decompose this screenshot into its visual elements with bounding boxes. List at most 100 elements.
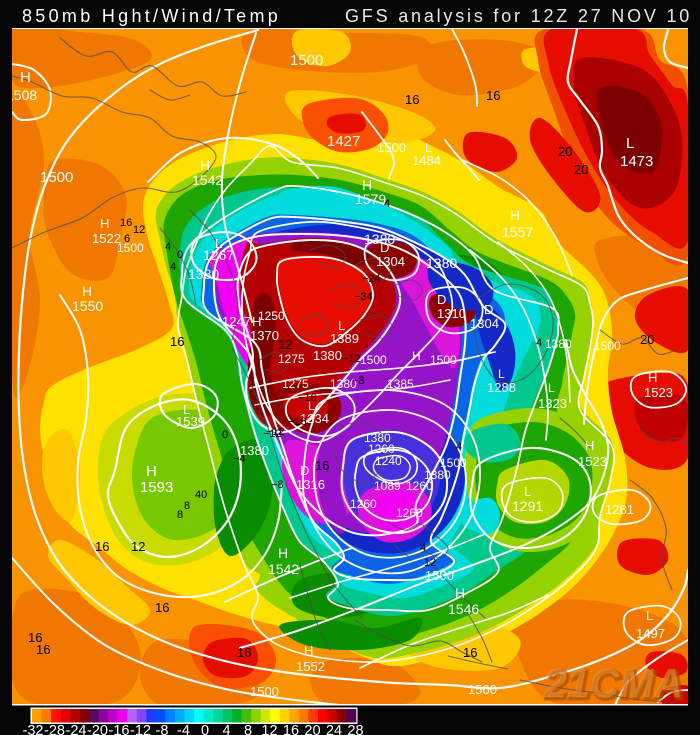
svg-text:1546: 1546 (448, 601, 479, 617)
svg-text:H: H (304, 643, 313, 658)
svg-text:1281: 1281 (605, 502, 634, 517)
svg-text:1275: 1275 (278, 352, 305, 366)
svg-text:1522: 1522 (92, 231, 121, 246)
svg-text:L: L (498, 367, 505, 381)
svg-text:−12: −12 (263, 428, 282, 440)
svg-text:1380: 1380 (240, 443, 269, 458)
svg-text:1523: 1523 (644, 385, 673, 400)
svg-text:1427: 1427 (327, 133, 360, 150)
svg-text:-12: -12 (130, 723, 151, 735)
svg-text:L: L (646, 608, 653, 623)
svg-text:1380: 1380 (330, 377, 357, 391)
svg-text:L: L (524, 484, 531, 499)
svg-text:-24: -24 (66, 723, 87, 735)
svg-text:0: 0 (177, 249, 183, 261)
svg-text:1552: 1552 (296, 659, 325, 674)
svg-text:−16: −16 (288, 416, 307, 428)
svg-text:1500: 1500 (250, 684, 279, 699)
svg-text:L: L (215, 236, 222, 251)
svg-text:H: H (648, 370, 657, 385)
svg-text:850mb Hght/Wind/Temp: 850mb Hght/Wind/Temp (22, 6, 281, 26)
svg-text:6: 6 (124, 233, 130, 245)
svg-text:−24: −24 (362, 273, 381, 285)
svg-text:1260: 1260 (368, 442, 395, 456)
svg-text:1473: 1473 (620, 153, 653, 170)
svg-text:1380: 1380 (364, 431, 391, 445)
svg-text:1484: 1484 (412, 153, 441, 168)
svg-text:0: 0 (222, 429, 228, 441)
svg-text:4: 4 (165, 241, 171, 253)
svg-text:1288: 1288 (487, 380, 516, 395)
svg-text:-28: -28 (44, 723, 65, 735)
svg-text:1380: 1380 (364, 231, 395, 247)
svg-text:20: 20 (640, 332, 654, 347)
svg-text:1500: 1500 (430, 353, 457, 367)
svg-text:H: H (510, 207, 520, 223)
svg-text:D: D (484, 302, 493, 317)
svg-text:1542: 1542 (268, 561, 299, 577)
svg-text:1323: 1323 (538, 396, 567, 411)
svg-text:28: 28 (347, 723, 363, 735)
svg-text:16: 16 (237, 645, 251, 660)
svg-text:1557: 1557 (502, 224, 533, 240)
svg-text:H: H (455, 585, 465, 601)
svg-text:−12: −12 (266, 426, 285, 438)
svg-text:12: 12 (131, 539, 145, 554)
svg-text:H: H (82, 283, 92, 299)
svg-text:8: 8 (184, 500, 190, 512)
svg-text:1550: 1550 (72, 298, 103, 314)
svg-text:1497: 1497 (636, 626, 665, 641)
svg-text:1250: 1250 (258, 309, 285, 323)
svg-text:H: H (20, 69, 31, 86)
svg-text:L: L (548, 381, 555, 395)
svg-text:1500: 1500 (594, 339, 621, 353)
svg-text:16: 16 (283, 723, 299, 735)
svg-text:1500: 1500 (468, 682, 497, 697)
svg-text:20: 20 (574, 162, 588, 177)
svg-text:8: 8 (244, 723, 252, 735)
svg-text:−8: −8 (352, 375, 365, 387)
svg-text:D: D (300, 463, 309, 478)
svg-text:1500: 1500 (117, 241, 144, 255)
svg-text:8: 8 (177, 509, 183, 521)
svg-text:D: D (437, 292, 446, 307)
svg-text:1304: 1304 (470, 316, 499, 331)
svg-text:16: 16 (463, 645, 477, 660)
svg-text:12: 12 (133, 224, 145, 236)
svg-text:16: 16 (315, 458, 329, 473)
svg-text:1275: 1275 (282, 377, 309, 391)
svg-text:1380: 1380 (313, 348, 342, 363)
svg-text:21CMA: 21CMA (545, 662, 685, 708)
svg-text:16: 16 (95, 539, 109, 554)
svg-text:-8: -8 (156, 723, 169, 735)
svg-text:21CMA: 21CMA (543, 660, 683, 706)
svg-text:1247: 1247 (222, 314, 251, 329)
svg-text:16: 16 (120, 217, 132, 229)
svg-text:1316: 1316 (296, 477, 325, 492)
svg-text:-4: -4 (177, 723, 190, 735)
svg-text:1291: 1291 (512, 498, 543, 514)
svg-text:4: 4 (536, 337, 542, 349)
svg-text:L: L (338, 318, 345, 333)
svg-text:1500: 1500 (40, 169, 73, 186)
svg-text:1508: 1508 (6, 87, 37, 103)
svg-text:−34: −34 (354, 291, 373, 303)
svg-text:12: 12 (424, 557, 436, 569)
svg-text:1579: 1579 (355, 191, 386, 207)
svg-text:H: H (100, 216, 109, 231)
svg-text:1370: 1370 (250, 328, 279, 343)
svg-text:4: 4 (222, 723, 230, 735)
svg-text:H: H (362, 177, 372, 193)
svg-text:12: 12 (278, 337, 292, 352)
svg-text:1380: 1380 (426, 255, 457, 271)
svg-text:L: L (183, 402, 190, 417)
svg-text:-16: -16 (109, 723, 130, 735)
svg-text:1304: 1304 (376, 254, 405, 269)
svg-text:−16: −16 (298, 392, 317, 404)
svg-text:1593: 1593 (140, 479, 173, 496)
svg-text:16: 16 (28, 630, 42, 645)
svg-text:1542: 1542 (192, 172, 223, 188)
svg-text:20: 20 (558, 144, 572, 159)
svg-text:1385: 1385 (387, 377, 414, 391)
svg-text:D: D (380, 240, 389, 255)
